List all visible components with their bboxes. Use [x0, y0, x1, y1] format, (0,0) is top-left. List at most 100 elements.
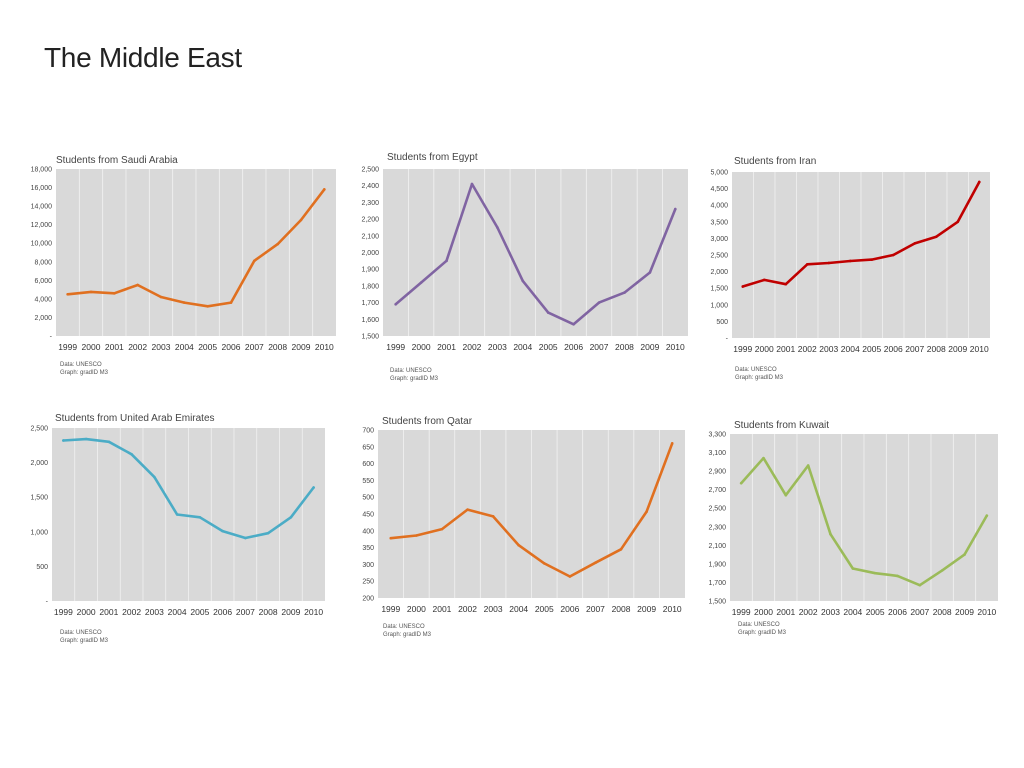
- x-tick-label: 2005: [198, 342, 217, 352]
- graph-credit: Graph: gradID M3: [738, 630, 787, 636]
- source-label: Data: UNESCO: [390, 368, 432, 374]
- y-tick-label: 1,700: [708, 580, 726, 587]
- x-tick-label: 2001: [432, 604, 451, 614]
- data-point: [229, 301, 233, 304]
- y-tick-label: 300: [362, 562, 374, 569]
- x-tick-label: 2010: [315, 342, 334, 352]
- source-label: Data: UNESCO: [738, 622, 780, 628]
- x-tick-label: 2009: [640, 342, 659, 352]
- y-tick-label: -: [50, 334, 53, 341]
- y-tick-label: 2,400: [361, 183, 379, 190]
- x-tick-label: 2006: [222, 342, 241, 352]
- x-tick-label: 2001: [437, 342, 456, 352]
- x-tick-label: 2004: [513, 342, 532, 352]
- y-tick-label: 2,300: [708, 524, 726, 531]
- data-point: [784, 493, 788, 497]
- chart-title: Students from United Arab Emirates: [55, 413, 215, 424]
- chart-egypt-svg: 1,500 1,600 1,700 1,800 1,900 2,000 2,100 2,200…: [361, 167, 688, 352]
- y-tick-label: 1,900: [708, 561, 726, 568]
- x-tick-label: 2000: [407, 604, 426, 614]
- y-tick-label: 2,000: [30, 460, 48, 467]
- y-tick-label: 1,800: [361, 283, 379, 290]
- data-point: [521, 279, 525, 283]
- data-point: [896, 574, 899, 578]
- y-tick-label: 2,700: [708, 487, 726, 494]
- data-point: [159, 295, 163, 299]
- data-point: [673, 207, 677, 211]
- x-tick-label: 2005: [866, 607, 885, 617]
- series-line: [62, 437, 315, 540]
- x-tick-label: 2008: [612, 604, 631, 614]
- x-tick-label: 2010: [970, 344, 989, 354]
- y-tick-label: 1,500: [30, 495, 48, 502]
- data-point: [221, 529, 224, 533]
- y-tick-label: 350: [362, 545, 374, 552]
- y-tick-label: 12,000: [31, 222, 53, 229]
- y-tick-label: 1,500: [708, 599, 726, 606]
- y-tick-label: 500: [716, 319, 728, 326]
- y-tick-label: 650: [362, 444, 374, 451]
- source-label: Data: UNESCO: [60, 362, 102, 368]
- data-point: [873, 571, 877, 575]
- x-tick-label: 2009: [281, 607, 300, 617]
- x-tick-label: 2010: [666, 342, 685, 352]
- x-tick-label: 2001: [105, 342, 124, 352]
- y-tick-label: 18,000: [31, 167, 53, 174]
- series-line: [741, 180, 981, 288]
- data-point: [389, 536, 393, 540]
- x-tick-label: 2007: [236, 607, 255, 617]
- x-tick-label: 2004: [175, 342, 194, 352]
- data-point: [66, 292, 69, 296]
- x-tick-label: 2002: [462, 342, 481, 352]
- x-tick-label: 2006: [564, 342, 583, 352]
- x-tick-label: 2001: [776, 607, 795, 617]
- data-point: [934, 235, 938, 239]
- x-tick-label: 2003: [152, 342, 171, 352]
- data-point: [546, 311, 550, 314]
- x-tick-label: 2006: [213, 607, 232, 617]
- y-tick-label: 2,900: [708, 469, 726, 476]
- x-tick-label: 2000: [755, 344, 774, 354]
- y-tick-label: 6,000: [34, 278, 52, 285]
- data-point: [648, 271, 652, 274]
- x-tick-label: 2007: [586, 604, 605, 614]
- x-tick-label: 2004: [841, 344, 860, 354]
- x-tick-label: 2007: [910, 607, 929, 617]
- data-point: [568, 575, 572, 578]
- x-tick-label: 2000: [754, 607, 773, 617]
- data-point: [870, 258, 874, 261]
- y-tick-label: 2,100: [361, 233, 379, 240]
- chart-iran: Students from Iran - 500 1,000 1,500 2,000 2,…: [710, 156, 1024, 396]
- data-point: [130, 452, 133, 456]
- x-tick-label: 2001: [776, 344, 795, 354]
- data-point: [136, 283, 139, 287]
- series-line: [394, 182, 677, 326]
- graph-credit: Graph: gradID M3: [383, 632, 432, 638]
- data-point: [266, 531, 270, 535]
- series-line: [739, 456, 989, 587]
- y-tick-label: 5,000: [710, 170, 728, 177]
- y-tick-label: 600: [362, 461, 374, 468]
- y-tick-label: 2,500: [710, 253, 728, 260]
- graph-credit: Graph: gradID M3: [60, 638, 109, 644]
- chart-title: Students from Qatar: [382, 416, 473, 427]
- y-tick-label: -: [726, 336, 729, 343]
- data-point: [496, 226, 499, 229]
- x-tick-label: 2005: [190, 607, 209, 617]
- y-tick-label: 8,000: [34, 259, 52, 266]
- y-tick-label: 1,500: [361, 334, 379, 341]
- data-point: [276, 242, 279, 246]
- page-title: The Middle East: [44, 42, 242, 73]
- x-tick-label: 2010: [304, 607, 323, 617]
- y-tick-label: 4,500: [710, 186, 728, 193]
- chart-qatar: Students from Qatar 200 250 300 350 400 450 50…: [362, 416, 688, 656]
- data-point: [107, 440, 111, 444]
- data-point: [597, 301, 601, 304]
- data-point: [848, 259, 852, 263]
- data-point: [619, 547, 623, 551]
- data-point: [89, 290, 93, 294]
- data-point: [517, 543, 521, 547]
- y-tick-label: 2,000: [361, 250, 379, 257]
- x-tick-label: 2009: [292, 342, 311, 352]
- y-tick-label: 2,100: [708, 543, 726, 550]
